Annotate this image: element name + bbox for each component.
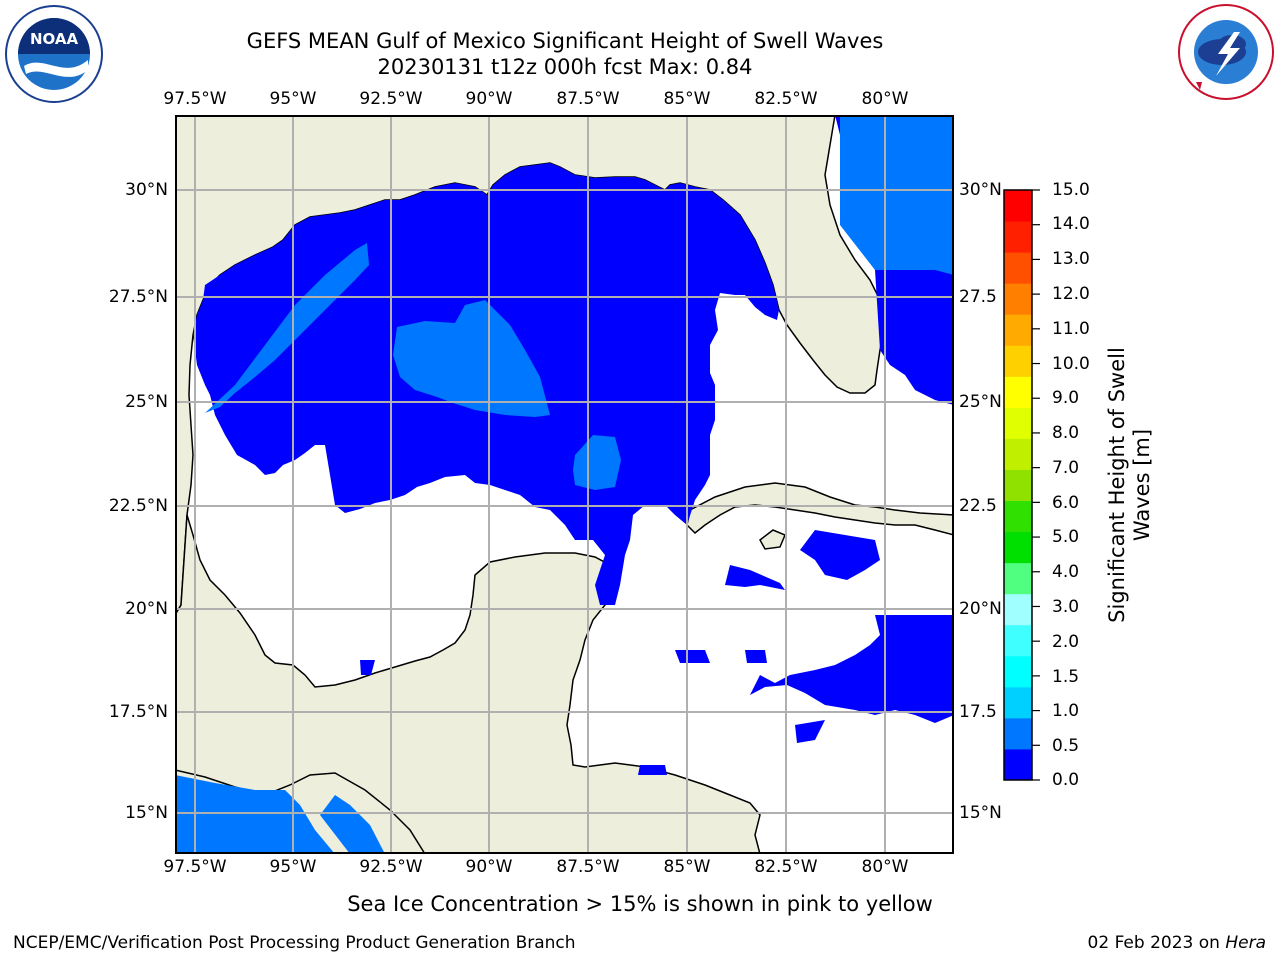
map-gridlines: [175, 115, 954, 854]
lon-label-top: 87.5°W: [556, 89, 620, 109]
colorbar-segment: [1004, 252, 1032, 284]
colorbar-segment: [1004, 500, 1032, 533]
lat-label-left: 30°N: [125, 180, 168, 200]
colorbar-segment: [1004, 314, 1032, 346]
colorbar-segment: [1004, 407, 1032, 439]
svg-text:NOAA: NOAA: [30, 30, 79, 48]
colorbar: [1003, 189, 1040, 781]
colorbar-segment: [1004, 221, 1032, 253]
footer-host: Hera: [1225, 933, 1266, 953]
colorbar-tick-label: 1.5: [1052, 667, 1080, 687]
colorbar-tick-label: 6.0: [1052, 493, 1080, 513]
lat-label-left: 27.5°N: [108, 287, 168, 307]
colorbar-segment: [1004, 686, 1032, 719]
lon-label-bottom: 80°W: [861, 857, 909, 877]
lon-label-top: 90°W: [465, 89, 513, 109]
lon-label-bottom: 85°W: [663, 857, 711, 877]
colorbar-tick-label: 11.0: [1052, 319, 1090, 339]
colorbar-segment: [1004, 562, 1032, 595]
colorbar-segment: [1004, 531, 1032, 564]
swell-region-light: [175, 115, 954, 854]
lat-label-left: 25°N: [125, 392, 168, 412]
colorbar-segment: [1004, 748, 1032, 781]
footer-date-text: 02 Feb 2023 on: [1087, 933, 1226, 953]
map-title-line1: GEFS MEAN Gulf of Mexico Significant Hei…: [246, 29, 884, 53]
footer-credit: NCEP/EMC/Verification Post Processing Pr…: [13, 933, 576, 953]
colorbar-tick-label: 0.5: [1052, 736, 1080, 756]
lon-label-bottom: 95°W: [269, 857, 317, 877]
map-title-line2: 20230131 t12z 000h fcst Max: 0.84: [377, 55, 753, 79]
lat-label-right: 20°N: [959, 599, 1002, 619]
lat-label-right: 15°N: [959, 803, 1002, 823]
colorbar-tick-label: 13.0: [1052, 249, 1090, 269]
colorbar-axis-label: Significant Height of Swell Waves [m]: [1105, 347, 1154, 623]
colorbar-tick-label: 15.0: [1052, 180, 1090, 200]
lat-label-right: 27.5: [959, 287, 997, 307]
lon-label-bottom: 97.5°W: [163, 857, 227, 877]
colorbar-segment: [1004, 345, 1032, 377]
lat-label-right: 30°N: [959, 180, 1002, 200]
colorbar-tick-label: 8.0: [1052, 423, 1080, 443]
colorbar-segment: [1004, 190, 1032, 222]
colorbar-tick-label: 9.0: [1052, 388, 1080, 408]
colorbar-border: [1003, 189, 1033, 781]
sea-ice-caption: Sea Ice Concentration > 15% is shown in …: [347, 892, 933, 916]
lon-label-bottom: 92.5°W: [359, 857, 423, 877]
colorbar-tick-label: 1.0: [1052, 701, 1080, 721]
land-cuba: [686, 482, 954, 536]
colorbar-segment: [1004, 469, 1032, 502]
lat-label-left: 20°N: [125, 599, 168, 619]
colorbar-segment: [1004, 283, 1032, 315]
lat-label-right: 22.5: [959, 496, 997, 516]
lon-label-top: 95°W: [269, 89, 317, 109]
nws-logo: [1178, 4, 1274, 100]
lon-label-top: 80°W: [861, 89, 909, 109]
noaa-logo: NOAA: [5, 5, 103, 103]
lon-label-top: 92.5°W: [359, 89, 423, 109]
colorbar-tick-label: 10.0: [1052, 354, 1090, 374]
lat-label-left: 17.5°N: [108, 702, 168, 722]
colorbar-tick-label: 14.0: [1052, 214, 1090, 234]
lat-label-left: 15°N: [125, 803, 168, 823]
lat-label-right: 17.5: [959, 702, 997, 722]
colorbar-tick-label: 7.0: [1052, 458, 1080, 478]
lat-label-right: 25°N: [959, 392, 1002, 412]
colorbar-segment: [1004, 376, 1032, 408]
colorbar-tick-label: 4.0: [1052, 562, 1080, 582]
colorbar-segment: [1004, 717, 1032, 750]
lon-label-top: 85°W: [663, 89, 711, 109]
lat-label-left: 22.5°N: [108, 496, 168, 516]
colorbar-segment: [1004, 655, 1032, 688]
lon-label-bottom: 90°W: [465, 857, 513, 877]
colorbar-segment: [1004, 593, 1032, 626]
colorbar-tick-label: 12.0: [1052, 284, 1090, 304]
lon-label-bottom: 82.5°W: [754, 857, 818, 877]
colorbar-segment: [1004, 624, 1032, 657]
colorbar-tick-label: 5.0: [1052, 527, 1080, 547]
lon-label-top: 97.5°W: [163, 89, 227, 109]
colorbar-tick-label: 3.0: [1052, 597, 1080, 617]
lon-label-bottom: 87.5°W: [556, 857, 620, 877]
colorbar-tick-label: 2.0: [1052, 632, 1080, 652]
lon-label-top: 82.5°W: [754, 89, 818, 109]
colorbar-segment: [1004, 438, 1032, 470]
colorbar-tick-label: 0.0: [1052, 770, 1080, 790]
footer-date: 02 Feb 2023 on Hera: [1088, 933, 1266, 953]
gulf-of-mexico-map: [175, 115, 954, 854]
